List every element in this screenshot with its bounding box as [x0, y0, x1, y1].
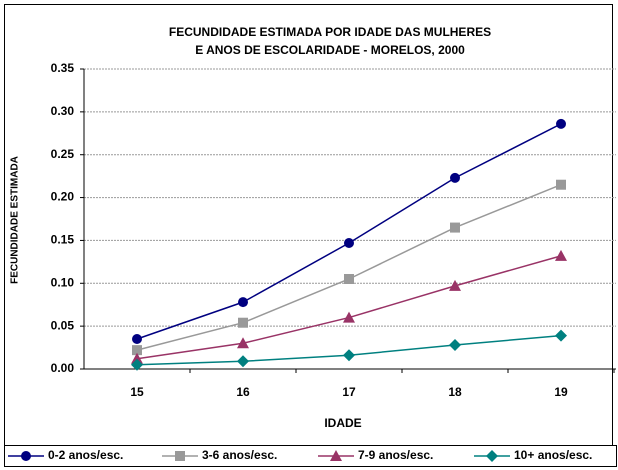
y-tick-label: 0.00	[51, 361, 75, 375]
data-point	[450, 222, 460, 233]
data-point	[132, 345, 142, 356]
data-point	[237, 337, 249, 349]
data-point	[344, 238, 354, 248]
legend-label: 0-2 anos/esc.	[48, 448, 123, 462]
legend-marker	[21, 451, 31, 461]
data-point	[238, 317, 248, 328]
y-tick-label: 0.15	[51, 233, 75, 247]
data-point	[238, 297, 248, 308]
data-point	[132, 334, 142, 344]
x-tick-label: 18	[448, 385, 462, 399]
data-point	[343, 349, 355, 362]
data-point	[131, 352, 143, 364]
x-tick-label: 19	[554, 385, 568, 399]
data-point	[237, 355, 249, 368]
data-point	[343, 311, 355, 323]
x-tick-label: 17	[342, 385, 356, 399]
legend-label: 7-9 anos/esc.	[358, 448, 433, 462]
y-tick-label: 0.35	[51, 61, 75, 75]
x-tick-label: 16	[236, 385, 250, 399]
chart-title: E ANOS DE ESCOLARIDADE - MORELOS, 2000	[195, 43, 465, 57]
data-point	[449, 339, 461, 351]
data-point	[556, 179, 566, 190]
y-tick-label: 0.20	[51, 190, 75, 204]
legend-label: 10+ anos/esc.	[514, 448, 592, 462]
y-tick-label: 0.05	[51, 318, 75, 332]
x-axis-label: IDADE	[324, 416, 361, 430]
data-point	[556, 118, 566, 129]
y-tick-label: 0.25	[51, 147, 75, 161]
data-point	[555, 249, 567, 261]
legend-label: 3-6 anos/esc.	[202, 448, 277, 462]
chart-border	[4, 4, 613, 465]
y-tick-label: 0.30	[51, 104, 75, 118]
y-axis-label: FECUNDIDADE ESTIMADA	[10, 156, 21, 284]
x-tick-label: 15	[130, 385, 144, 399]
data-point	[450, 172, 460, 183]
data-point	[344, 274, 354, 284]
chart-title: FECUNDIDADE ESTIMADA POR IDADE DAS MULHE…	[169, 25, 491, 39]
data-point	[555, 329, 567, 342]
y-tick-label: 0.10	[51, 275, 75, 289]
legend-box	[4, 445, 617, 467]
data-point	[131, 358, 143, 371]
legend-marker	[175, 451, 185, 461]
data-point	[449, 279, 461, 291]
legend-marker	[486, 450, 498, 462]
legend-marker	[330, 450, 342, 461]
